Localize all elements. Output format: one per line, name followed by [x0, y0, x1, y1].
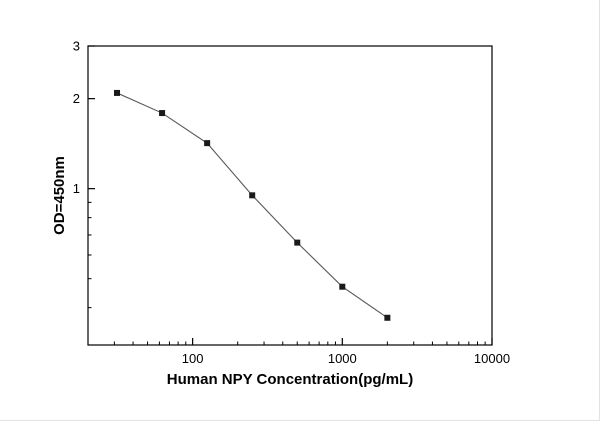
- data-point-marker: [159, 110, 166, 117]
- y-axis-label: OD=450nm: [51, 156, 68, 235]
- data-point-marker: [384, 314, 391, 321]
- data-point-marker: [249, 192, 256, 199]
- x-tick-label: 1000: [328, 351, 357, 366]
- data-point-marker: [204, 140, 211, 147]
- x-tick-label: 10000: [474, 351, 510, 366]
- x-tick-label: 100: [182, 351, 204, 366]
- y-tick-label: 3: [73, 39, 80, 54]
- data-point-marker: [339, 283, 346, 290]
- series-line-standard-curve: [116, 92, 388, 319]
- x-axis-label: Human NPY Concentration(pg/mL): [167, 371, 413, 388]
- y-tick-label: 1: [73, 181, 80, 196]
- plot-frame: [87, 45, 493, 346]
- y-tick-label: 2: [73, 91, 80, 106]
- data-point-marker: [294, 239, 301, 246]
- data-point-marker: [114, 89, 121, 96]
